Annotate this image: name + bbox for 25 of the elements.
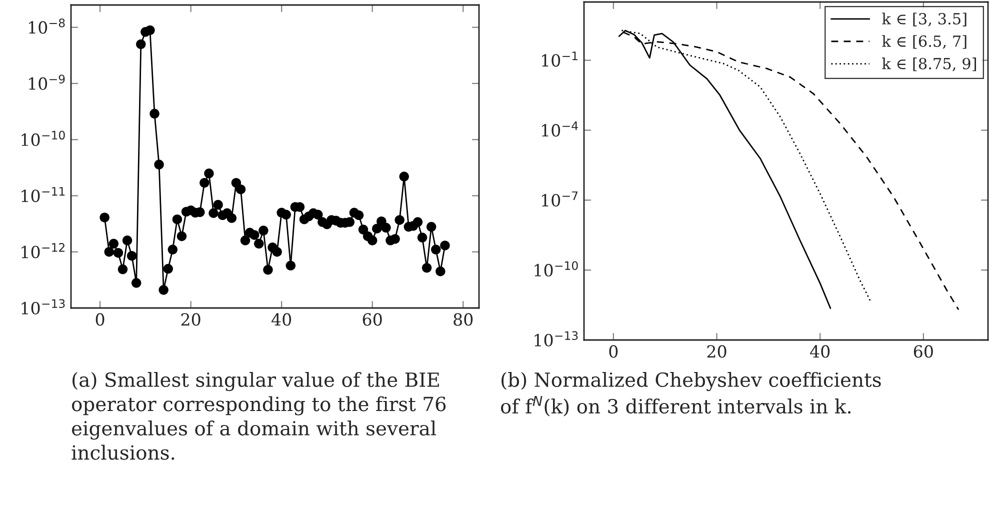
x-tick-label: 40 — [810, 345, 830, 358]
text: (b) Normalized Chebyshev coefficients of f$^{N}$(k) on 3 different intervals in k. — [500, 372, 881, 416]
text: (a) Smallest singular value of the BIE operator corresponding to the first 76 eigenvalues of a domain with several inclusions. — [72, 372, 446, 460]
x-tick-label: 0 — [609, 345, 618, 358]
y-tick-label: 10$^{−11}$ — [22, 187, 65, 202]
x-tick-label: 80 — [454, 313, 473, 326]
legend-label: k ∈ [8.75, 9] — [882, 58, 976, 72]
y-tick-label: 10$^{−1}$ — [542, 52, 578, 67]
y-tick-label: 10$^{−13}$ — [22, 299, 65, 314]
x-tick-label: 20 — [181, 313, 200, 326]
y-tick-label: 10$^{−9}$ — [29, 74, 65, 90]
y-tick-label: 10$^{−12}$ — [22, 243, 64, 258]
y-tick-label: 10$^{−4}$ — [542, 122, 578, 137]
legend-label: k ∈ [3, 3.5] — [882, 12, 966, 26]
x-tick-label: 20 — [707, 345, 726, 358]
x-tick-label: 0 — [96, 313, 104, 326]
y-tick-label: 10$^{−7}$ — [542, 191, 578, 207]
x-tick-label: 60 — [914, 345, 933, 358]
x-tick-label: 40 — [271, 313, 292, 326]
y-tick-label: 10$^{−10}$ — [22, 130, 65, 146]
x-tick-label: 60 — [362, 313, 382, 326]
y-tick-label: 10$^{−13}$ — [534, 331, 578, 346]
y-tick-label: 10$^{−8}$ — [29, 18, 65, 34]
legend-label: k ∈ [6.5, 7] — [882, 35, 966, 49]
y-tick-label: 10$^{−10}$ — [534, 261, 578, 277]
